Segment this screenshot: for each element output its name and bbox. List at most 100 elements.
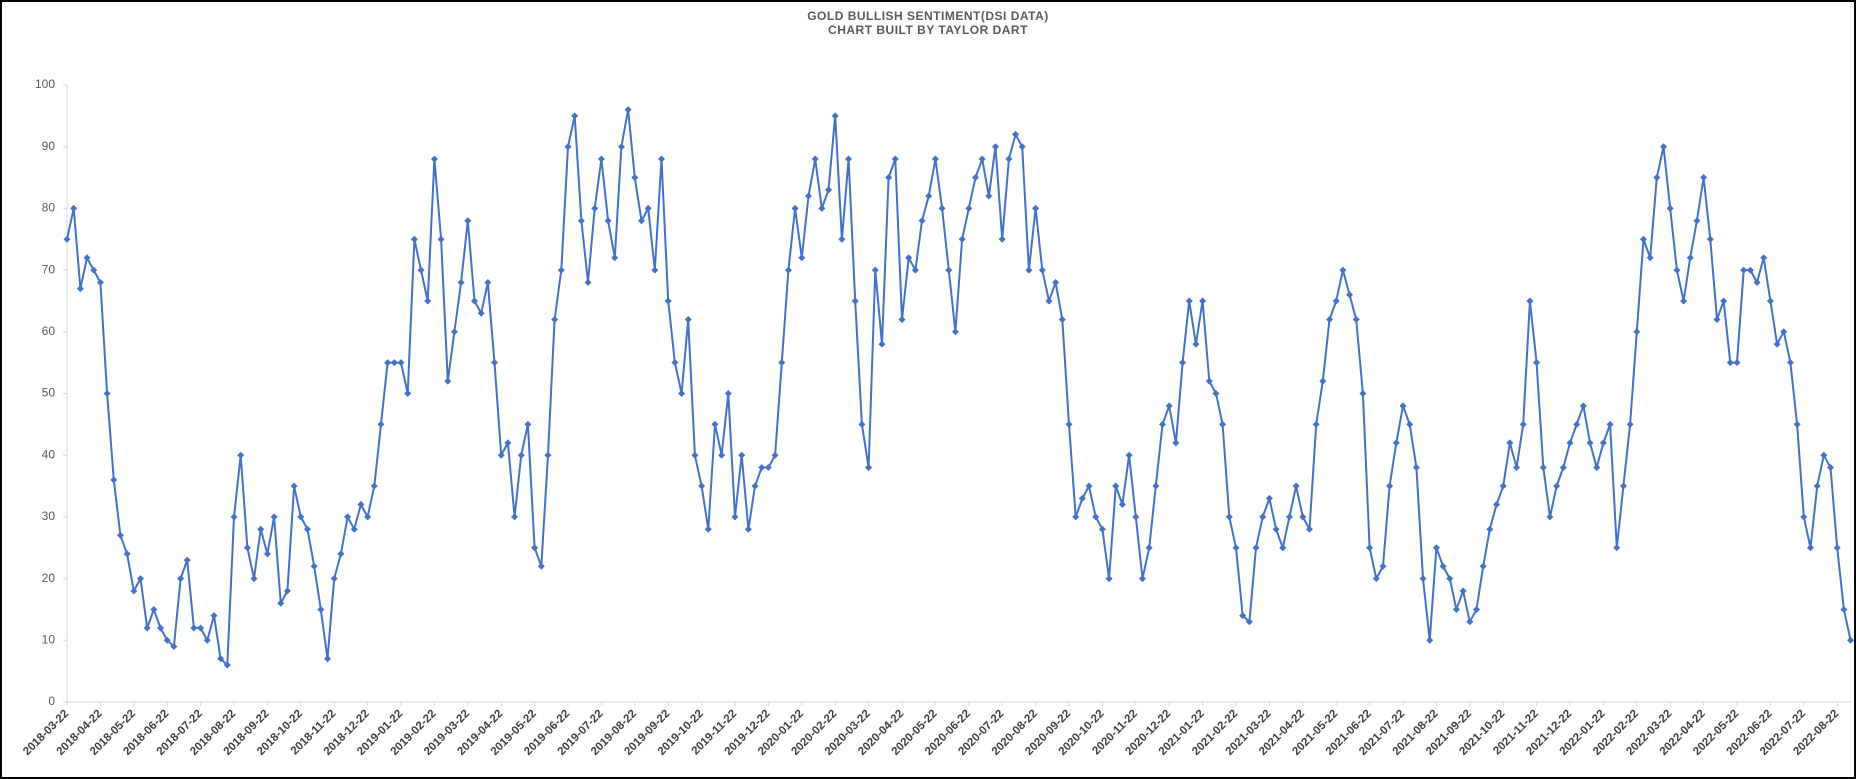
point-marker (324, 655, 332, 663)
point-marker (524, 420, 532, 428)
point-marker (885, 174, 893, 182)
point-marker (664, 297, 672, 305)
y-tick-label: 80 (42, 201, 56, 215)
chart-subtitle: CHART BUILT BY TAYLOR DART (828, 23, 1028, 37)
point-marker (143, 624, 151, 632)
point-marker (136, 575, 144, 583)
point-marker (1045, 297, 1053, 305)
point-marker (998, 235, 1006, 243)
point-marker (1165, 402, 1173, 410)
point-marker (344, 513, 352, 521)
point-marker (1172, 439, 1180, 447)
point-marker (270, 513, 278, 521)
point-marker (517, 451, 525, 459)
point-marker (317, 605, 325, 613)
point-marker (791, 204, 799, 212)
point-marker (357, 501, 365, 509)
point-marker (310, 562, 318, 570)
point-marker (1098, 525, 1106, 533)
point-marker (197, 624, 205, 632)
point-marker (764, 464, 772, 472)
point-marker (591, 204, 599, 212)
point-marker (1639, 235, 1647, 243)
point-marker (250, 575, 258, 583)
point-marker (290, 482, 298, 490)
point-marker (424, 297, 432, 305)
point-marker (1372, 575, 1380, 583)
point-marker (243, 544, 251, 552)
point-marker (911, 266, 919, 274)
point-marker (1305, 525, 1313, 533)
point-marker (1279, 544, 1287, 552)
point-marker (1272, 525, 1280, 533)
point-marker (1292, 482, 1300, 490)
point-marker (1693, 217, 1701, 225)
point-marker (257, 525, 265, 533)
point-marker (417, 266, 425, 274)
point-marker (177, 575, 185, 583)
point-marker (1673, 266, 1681, 274)
point-marker (263, 550, 271, 558)
point-marker (1058, 315, 1066, 323)
point-marker (377, 420, 385, 428)
point-marker (838, 235, 846, 243)
point-marker (1847, 636, 1855, 644)
line-series (66, 108, 1852, 666)
point-marker (1426, 636, 1434, 644)
point-marker (1539, 464, 1547, 472)
point-marker (938, 204, 946, 212)
point-marker (1633, 328, 1641, 336)
point-marker (130, 587, 138, 595)
point-marker (477, 309, 485, 317)
point-marker (971, 174, 979, 182)
point-marker (905, 254, 913, 262)
point-marker (551, 315, 559, 323)
point-marker (491, 359, 499, 367)
point-marker (1032, 204, 1040, 212)
point-marker (571, 112, 579, 120)
point-marker (711, 420, 719, 428)
point-marker (624, 106, 632, 114)
point-marker (76, 285, 84, 293)
point-marker (744, 525, 752, 533)
point-marker (831, 112, 839, 120)
point-marker (1399, 402, 1407, 410)
point-marker (1185, 297, 1193, 305)
point-marker (1339, 266, 1347, 274)
point-marker (1352, 315, 1360, 323)
point-marker (210, 612, 218, 620)
point-marker (1386, 482, 1394, 490)
point-marker (1252, 544, 1260, 552)
point-marker (891, 155, 899, 163)
point-marker (237, 451, 245, 459)
point-marker (1733, 359, 1741, 367)
point-marker (771, 451, 779, 459)
point-marker (1265, 494, 1273, 502)
point-marker (1653, 174, 1661, 182)
point-marker (1012, 130, 1020, 138)
point-marker (1506, 439, 1514, 447)
point-marker (1259, 513, 1267, 521)
y-tick-label: 40 (42, 447, 56, 461)
point-marker (851, 297, 859, 305)
point-marker (390, 359, 398, 367)
point-marker (457, 278, 465, 286)
point-marker (1646, 254, 1654, 262)
point-marker (1052, 278, 1060, 286)
point-marker (116, 531, 124, 539)
point-marker (818, 204, 826, 212)
point-marker (497, 451, 505, 459)
point-marker (404, 390, 412, 397)
point-marker (1720, 297, 1728, 305)
point-marker (1820, 451, 1828, 459)
point-marker (845, 155, 853, 163)
point-marker (951, 328, 959, 336)
point-marker (1419, 575, 1427, 583)
point-marker (230, 513, 238, 521)
point-marker (1606, 420, 1614, 428)
point-marker (985, 192, 993, 200)
point-marker (1800, 513, 1808, 521)
point-marker (170, 642, 178, 650)
